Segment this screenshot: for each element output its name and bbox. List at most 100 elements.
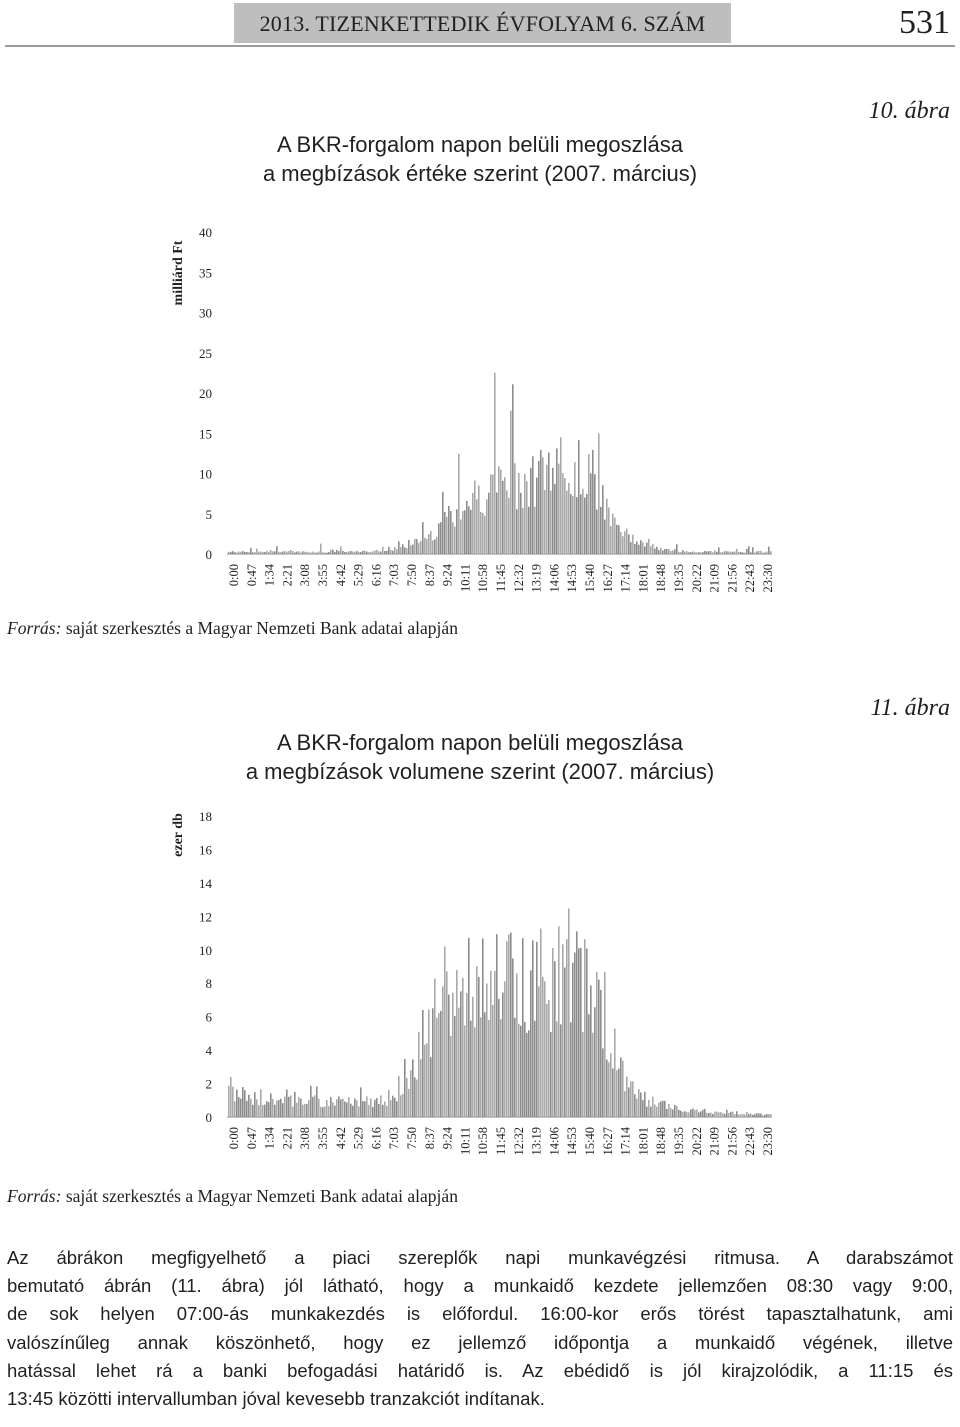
data-bar bbox=[738, 551, 740, 554]
data-bar bbox=[450, 511, 452, 554]
data-bar bbox=[602, 485, 604, 554]
data-bar bbox=[426, 1043, 428, 1117]
data-bar bbox=[630, 542, 632, 554]
data-bar bbox=[686, 551, 688, 554]
body-line: de sok helyen 07:00-ás munkakezdés is el… bbox=[7, 1303, 953, 1325]
data-bar bbox=[708, 551, 710, 554]
data-bar bbox=[466, 500, 468, 554]
y-tick-label: 15 bbox=[199, 426, 212, 441]
x-tick-label: 15:40 bbox=[583, 564, 597, 592]
data-bar bbox=[244, 551, 246, 554]
data-bar bbox=[584, 497, 586, 554]
data-bar bbox=[384, 1101, 386, 1117]
data-bar bbox=[334, 1105, 336, 1117]
data-bar bbox=[734, 1114, 736, 1117]
x-tick-label: 15:40 bbox=[583, 1127, 597, 1155]
data-bar bbox=[286, 1089, 288, 1117]
data-bar bbox=[540, 928, 542, 1117]
x-tick-label: 18:01 bbox=[636, 564, 650, 592]
data-bar bbox=[564, 477, 566, 554]
data-bar bbox=[290, 1095, 292, 1117]
x-tick-label: 22:43 bbox=[743, 1127, 757, 1155]
data-bar bbox=[768, 546, 770, 554]
data-bar bbox=[504, 981, 506, 1117]
data-bar bbox=[528, 506, 530, 554]
data-bar bbox=[616, 1070, 618, 1117]
data-bar bbox=[314, 1095, 316, 1117]
data-bar bbox=[432, 1008, 434, 1117]
data-bar bbox=[284, 1096, 286, 1117]
data-bar bbox=[280, 1098, 282, 1117]
data-bar bbox=[382, 1104, 384, 1117]
data-bar bbox=[318, 1098, 320, 1117]
data-bar bbox=[518, 472, 520, 554]
data-bar bbox=[266, 551, 268, 554]
data-bar bbox=[582, 488, 584, 554]
data-bar bbox=[692, 1108, 694, 1117]
data-bar bbox=[678, 1109, 680, 1117]
data-bar bbox=[690, 551, 692, 554]
data-bar bbox=[456, 969, 458, 1117]
data-bar bbox=[512, 958, 514, 1117]
data-bar bbox=[408, 1088, 410, 1117]
data-bar bbox=[422, 522, 424, 554]
data-bar bbox=[442, 986, 444, 1117]
data-bar bbox=[588, 1014, 590, 1117]
x-tick-label: 14:53 bbox=[565, 1127, 579, 1155]
data-bar bbox=[356, 550, 358, 554]
data-bar bbox=[720, 1112, 722, 1117]
data-bar bbox=[568, 908, 570, 1117]
data-bar bbox=[590, 473, 592, 554]
data-bar bbox=[322, 1107, 324, 1117]
data-bar bbox=[418, 1031, 420, 1117]
data-bar bbox=[386, 550, 388, 554]
data-bar bbox=[594, 474, 596, 554]
data-bar bbox=[342, 1098, 344, 1117]
data-bar bbox=[614, 1028, 616, 1117]
data-bar bbox=[276, 546, 278, 554]
data-bar bbox=[754, 1114, 756, 1117]
data-bar bbox=[250, 1098, 252, 1117]
data-bar bbox=[554, 961, 556, 1117]
data-bar bbox=[746, 1112, 748, 1117]
x-tick-label: 16:27 bbox=[601, 564, 615, 592]
data-bar bbox=[598, 433, 600, 554]
data-bar bbox=[526, 481, 528, 554]
data-bar bbox=[322, 552, 324, 554]
figure-source: Forrás: saját szerkesztés a Magyar Nemze… bbox=[7, 1186, 458, 1207]
data-bar bbox=[412, 544, 414, 554]
data-bar bbox=[660, 547, 662, 554]
data-bar bbox=[436, 536, 438, 554]
data-bar bbox=[486, 499, 488, 554]
data-bar bbox=[398, 541, 400, 554]
data-bar bbox=[580, 494, 582, 554]
journal-banner: 2013. TIZENKETTEDIK ÉVFOLYAM 6. SZÁM bbox=[234, 3, 731, 43]
data-bar bbox=[462, 977, 464, 1117]
data-bar bbox=[282, 551, 284, 554]
data-bar bbox=[758, 551, 760, 554]
data-bar bbox=[596, 509, 598, 554]
data-bar bbox=[530, 467, 532, 554]
data-bar bbox=[696, 552, 698, 554]
data-bar bbox=[334, 551, 336, 554]
data-bar bbox=[292, 1106, 294, 1117]
data-bar bbox=[630, 1081, 632, 1117]
data-bar bbox=[310, 552, 312, 554]
data-bar bbox=[578, 440, 580, 554]
x-tick-label: 10:58 bbox=[476, 1127, 490, 1155]
data-bar bbox=[694, 551, 696, 554]
data-bar bbox=[362, 1101, 364, 1117]
data-bar bbox=[392, 1095, 394, 1117]
y-tick-label: 20 bbox=[199, 386, 212, 401]
data-bar bbox=[580, 947, 582, 1117]
data-bar bbox=[510, 410, 512, 554]
data-bar bbox=[510, 932, 512, 1117]
data-bar bbox=[582, 1031, 584, 1117]
data-bar bbox=[256, 1099, 258, 1117]
data-bar bbox=[490, 474, 492, 554]
header-rule bbox=[5, 45, 955, 47]
data-bar bbox=[520, 1025, 522, 1117]
data-bar bbox=[542, 976, 544, 1117]
data-bar bbox=[592, 1032, 594, 1117]
